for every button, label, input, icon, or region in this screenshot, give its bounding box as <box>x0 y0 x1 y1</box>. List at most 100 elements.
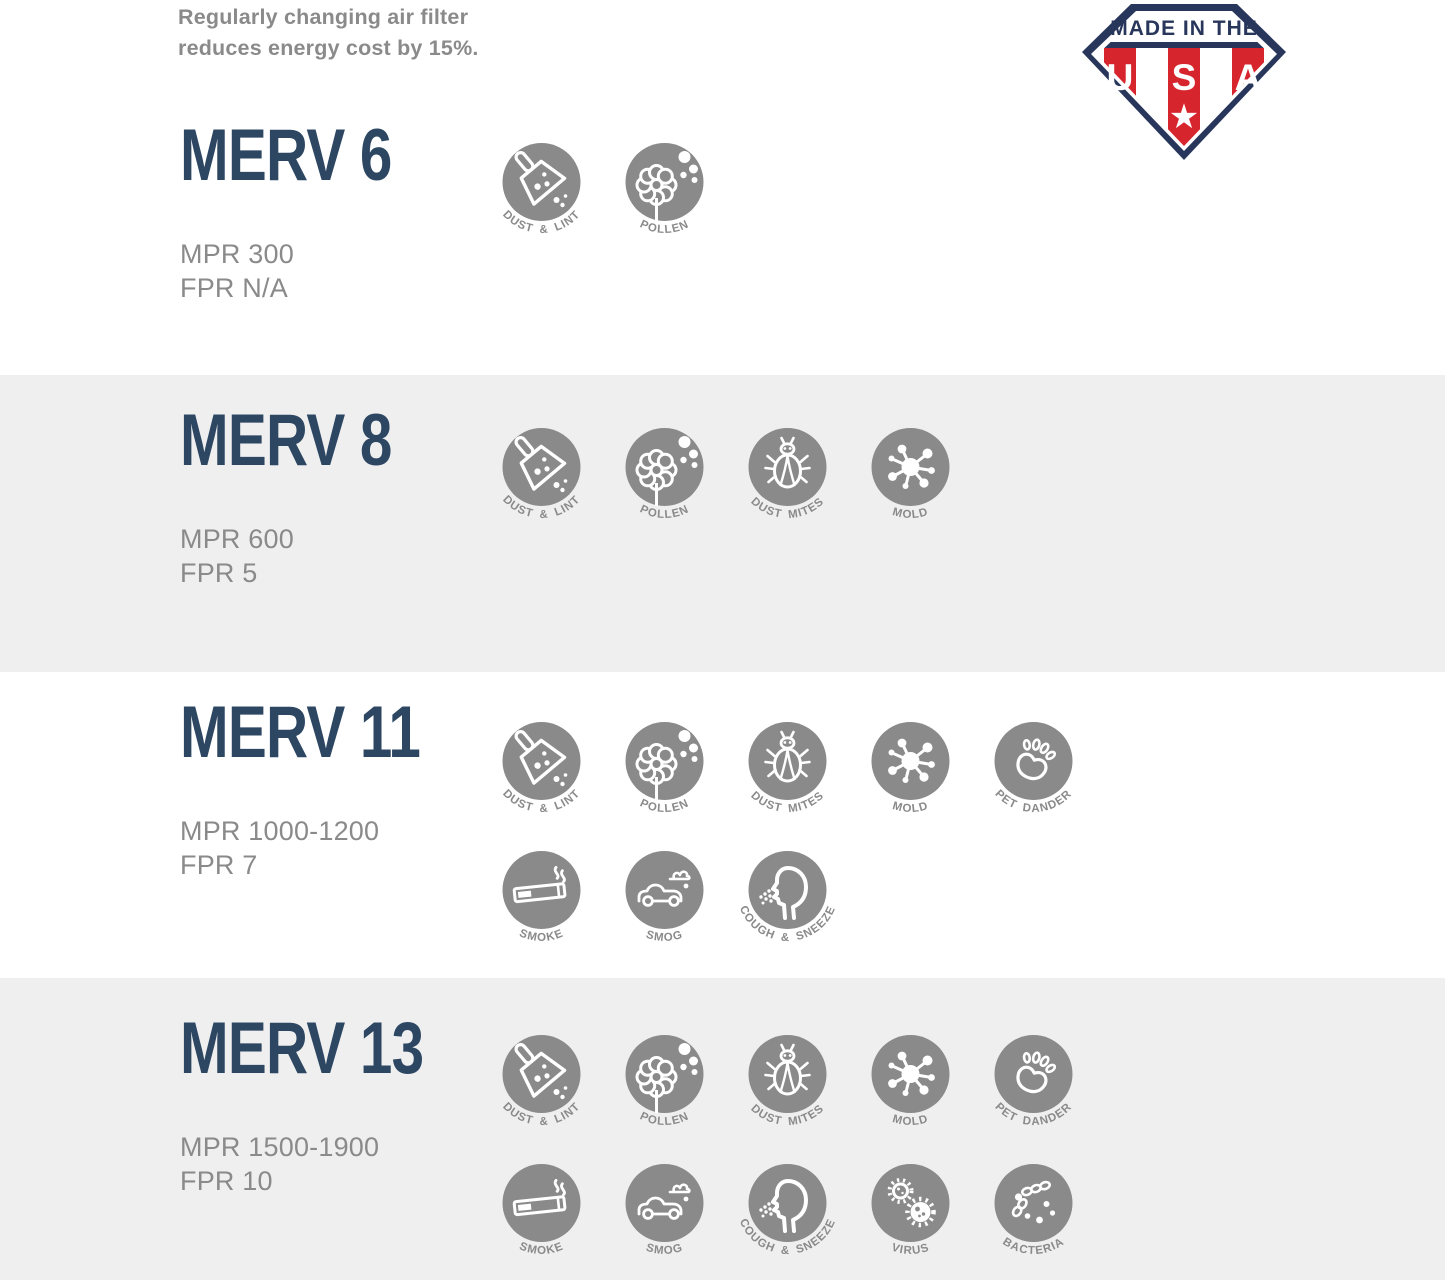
ratings: MPR 1000-1200 FPR 7 <box>180 814 480 883</box>
icon-smog: SMOG <box>603 1161 726 1278</box>
icon-smog: SMOG <box>603 848 726 965</box>
icon-smoke: SMOKE <box>480 1161 603 1278</box>
badge-top-text: MADE IN THE <box>1110 17 1258 40</box>
icon-dust-mites: DUST MITES <box>726 719 849 836</box>
badge-divider <box>1097 42 1271 48</box>
cough-sneeze-icon: COUGH & SNEEZE <box>737 1164 837 1257</box>
merv-8-section: MERV 8 MPR 600 FPR 5 DUST & LINT <box>0 375 1445 672</box>
mold-label: MOLD <box>891 1113 929 1128</box>
dust-mites-icon: DUST MITES <box>748 722 827 815</box>
svg-text:POLLEN: POLLEN <box>638 503 691 521</box>
mold-label: MOLD <box>891 800 929 815</box>
pet-dander-icon: PET DANDER <box>993 1035 1073 1128</box>
smoke-label: SMOKE <box>518 1240 565 1257</box>
energy-note-line1: Regularly changing air filter <box>178 5 469 29</box>
svg-text:MOLD: MOLD <box>891 1113 930 1128</box>
merv-13-icons: DUST & LINT POLLEN DUST <box>480 978 1095 1278</box>
ratings: MPR 1500-1900 FPR 10 <box>180 1130 480 1199</box>
icon-dust-mites: DUST MITES <box>726 425 849 542</box>
merv-rating-title: MERV 11 <box>180 692 421 773</box>
icon-pollen: POLLEN <box>603 140 726 257</box>
pollen-label: POLLEN <box>638 1110 690 1128</box>
pollen-icon: POLLEN <box>625 428 704 521</box>
merv-6-icons: DUST & LINT POLLEN <box>480 0 726 257</box>
badge-letter-s: S <box>1172 57 1197 98</box>
icon-pet-dander: PET DANDER <box>972 719 1095 836</box>
made-in-usa-badge: MADE IN THE U S A ★ <box>1082 4 1286 160</box>
icon-dust-mites: DUST MITES <box>726 1032 849 1149</box>
merv-6-text: MERV 6 MPR 300 FPR N/A <box>180 0 480 306</box>
svg-text:VIRUS: VIRUS <box>890 1242 931 1257</box>
pollen-icon: POLLEN <box>625 143 704 236</box>
fpr-value: FPR 7 <box>180 850 258 881</box>
icon-pollen: POLLEN <box>603 719 726 836</box>
icon-dust-lint: DUST & LINT <box>480 140 603 257</box>
pollen-label: POLLEN <box>638 503 690 521</box>
mold-label: MOLD <box>891 506 929 521</box>
pollen-label: POLLEN <box>638 218 690 236</box>
merv-6-icon-row-1: DUST & LINT POLLEN <box>480 140 726 257</box>
mold-icon: MOLD <box>871 722 950 815</box>
icon-dust-lint: DUST & LINT <box>480 1032 603 1149</box>
virus-label: VIRUS <box>890 1242 930 1257</box>
merv-11-text: MERV 11 MPR 1000-1200 FPR 7 <box>180 672 480 883</box>
merv-rating-title: MERV 13 <box>180 1008 424 1089</box>
icon-mold: MOLD <box>849 1032 972 1149</box>
pet-dander-icon: PET DANDER <box>993 722 1073 815</box>
badge-star-icon: ★ <box>1169 98 1199 136</box>
cough-sneeze-icon: COUGH & SNEEZE <box>737 851 837 944</box>
merv-11-icon-row-1: DUST & LINT POLLEN DUST <box>480 719 1095 836</box>
merv-13-icon-row-2: SMOKE SMOG COUGH & SNEEZE <box>480 1161 1095 1278</box>
merv-13-text: MERV 13 MPR 1500-1900 FPR 10 <box>180 978 480 1199</box>
mpr-value: MPR 600 <box>180 523 294 554</box>
fpr-value: FPR N/A <box>180 273 288 304</box>
icon-cough-sneeze: COUGH & SNEEZE <box>726 848 849 965</box>
dust-mites-icon: DUST MITES <box>748 428 827 521</box>
svg-text:POLLEN: POLLEN <box>638 797 691 815</box>
merv-8-icon-row-1: DUST & LINT POLLEN DUST <box>480 425 972 542</box>
svg-text:MOLD: MOLD <box>891 506 930 521</box>
mpr-value: MPR 1000-1200 <box>180 815 380 846</box>
dust-lint-icon: DUST & LINT <box>500 722 582 815</box>
smoke-label: SMOKE <box>518 927 565 944</box>
svg-text:SMOKE: SMOKE <box>518 927 566 944</box>
mpr-value: MPR 1500-1900 <box>180 1131 380 1162</box>
icon-virus: VIRUS <box>849 1161 972 1278</box>
smog-label: SMOG <box>644 1242 683 1257</box>
mpr-value: MPR 300 <box>180 238 294 269</box>
merv-rating-title: MERV 8 <box>180 400 392 481</box>
pollen-icon: POLLEN <box>625 1035 704 1128</box>
pollen-icon: POLLEN <box>625 722 704 815</box>
svg-text:SMOKE: SMOKE <box>518 1240 566 1257</box>
merv-rating-title: MERV 6 <box>180 115 392 196</box>
icon-dust-lint: DUST & LINT <box>480 719 603 836</box>
icon-pollen: POLLEN <box>603 1032 726 1149</box>
icon-smoke: SMOKE <box>480 848 603 965</box>
virus-icon: VIRUS <box>871 1164 950 1257</box>
icon-cough-sneeze: COUGH & SNEEZE <box>726 1161 849 1278</box>
mold-icon: MOLD <box>871 428 950 521</box>
dust-lint-icon: DUST & LINT <box>500 143 582 236</box>
badge-letter-u: U <box>1107 57 1134 98</box>
dust-lint-icon: DUST & LINT <box>500 1035 582 1128</box>
fpr-value: FPR 10 <box>180 1166 273 1197</box>
merv-11-icon-row-2: SMOKE SMOG COUGH & SNEEZE <box>480 848 1095 965</box>
svg-text:SMOG: SMOG <box>644 1242 684 1257</box>
merv-11-icons: DUST & LINT POLLEN DUST <box>480 672 1095 965</box>
dust-lint-icon: DUST & LINT <box>500 428 582 521</box>
energy-note-line2: reduces energy cost by 15%. <box>178 36 479 61</box>
pollen-label: POLLEN <box>638 797 690 815</box>
icon-mold: MOLD <box>849 719 972 836</box>
bacteria-icon: BACTERIA <box>994 1164 1073 1257</box>
smoke-icon: SMOKE <box>502 1164 581 1257</box>
icon-mold: MOLD <box>849 425 972 542</box>
icon-pollen: POLLEN <box>603 425 726 542</box>
energy-note: Regularly changing air filter reduces en… <box>178 2 479 64</box>
ratings: MPR 600 FPR 5 <box>180 522 480 591</box>
smoke-icon: SMOKE <box>502 851 581 944</box>
merv-6-section: MERV 6 MPR 300 FPR N/A DUST & LINT <box>0 0 1445 375</box>
merv-13-icon-row-1: DUST & LINT POLLEN DUST <box>480 1032 1095 1149</box>
ratings: MPR 300 FPR N/A <box>180 237 480 306</box>
merv-8-text: MERV 8 MPR 600 FPR 5 <box>180 375 480 591</box>
